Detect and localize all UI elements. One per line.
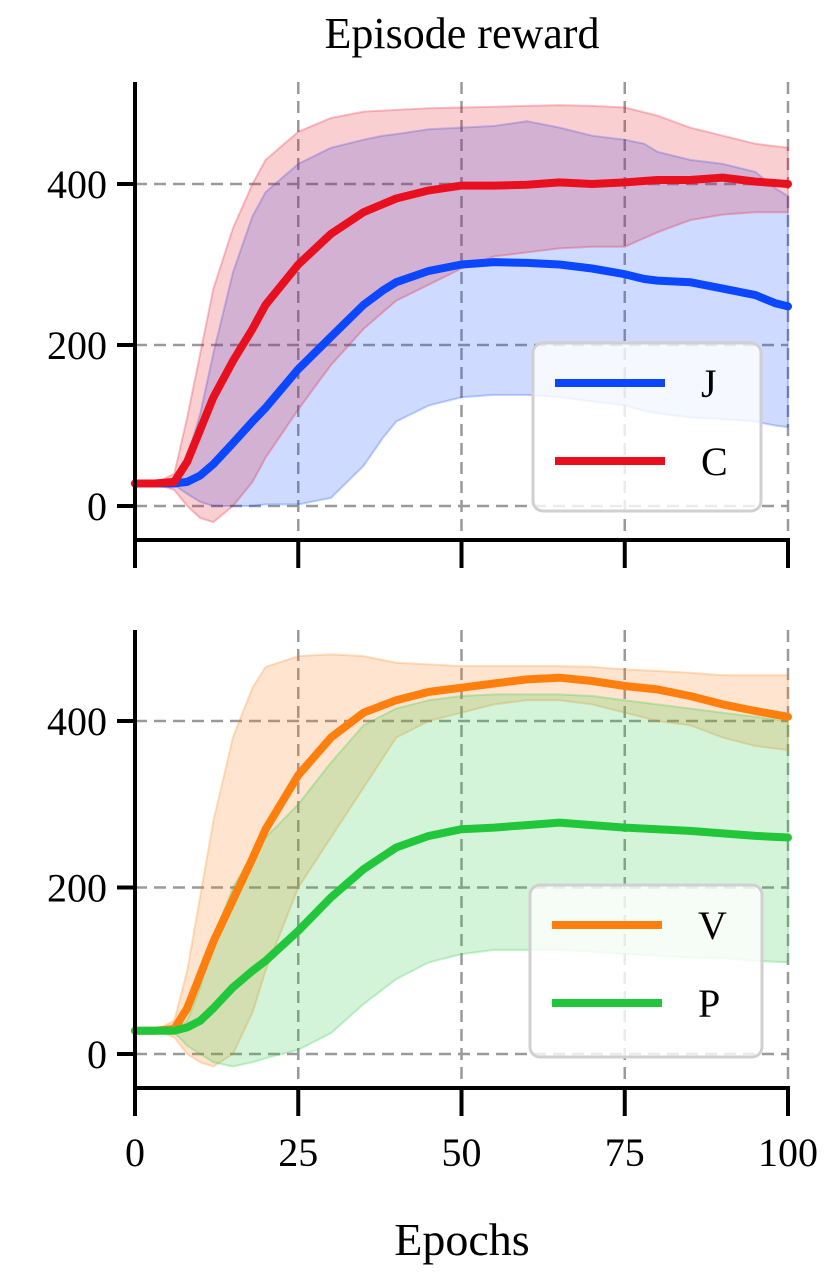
- legend-label-C: C: [701, 439, 728, 484]
- chart-title: Episode reward: [325, 9, 600, 58]
- legend-label-V: V: [698, 903, 727, 948]
- legend-label-P: P: [698, 981, 720, 1026]
- legend-label-J: J: [701, 361, 717, 406]
- x-axis-label: Epochs: [394, 1214, 529, 1265]
- confidence-band-P: [135, 693, 789, 1068]
- y-tick-label: 200: [47, 866, 107, 911]
- x-tick-label: 0: [125, 1130, 145, 1175]
- y-tick-label: 400: [47, 699, 107, 744]
- y-tick-label: 0: [87, 1032, 107, 1077]
- x-tick-label: 75: [605, 1130, 645, 1175]
- legend-box: [531, 341, 763, 513]
- top-panel: 0 200 400 JC: [47, 82, 792, 568]
- x-tick-label: 100: [758, 1130, 818, 1175]
- bottom-panel: 0 200 400 0 25 50 75 100 VP: [47, 630, 818, 1175]
- confidence-band-J: [135, 120, 789, 507]
- legend-box: [528, 883, 764, 1059]
- series-line-P: [131, 818, 792, 1035]
- y-tick-label: 0: [87, 484, 107, 529]
- y-tick-label: 400: [47, 162, 107, 207]
- series-line-J: [131, 258, 792, 488]
- x-tick-label: 50: [442, 1130, 482, 1175]
- series-line-V: [131, 673, 792, 1035]
- series-line-C: [131, 173, 792, 488]
- x-tick-label: 25: [278, 1130, 318, 1175]
- y-tick-label: 200: [47, 323, 107, 368]
